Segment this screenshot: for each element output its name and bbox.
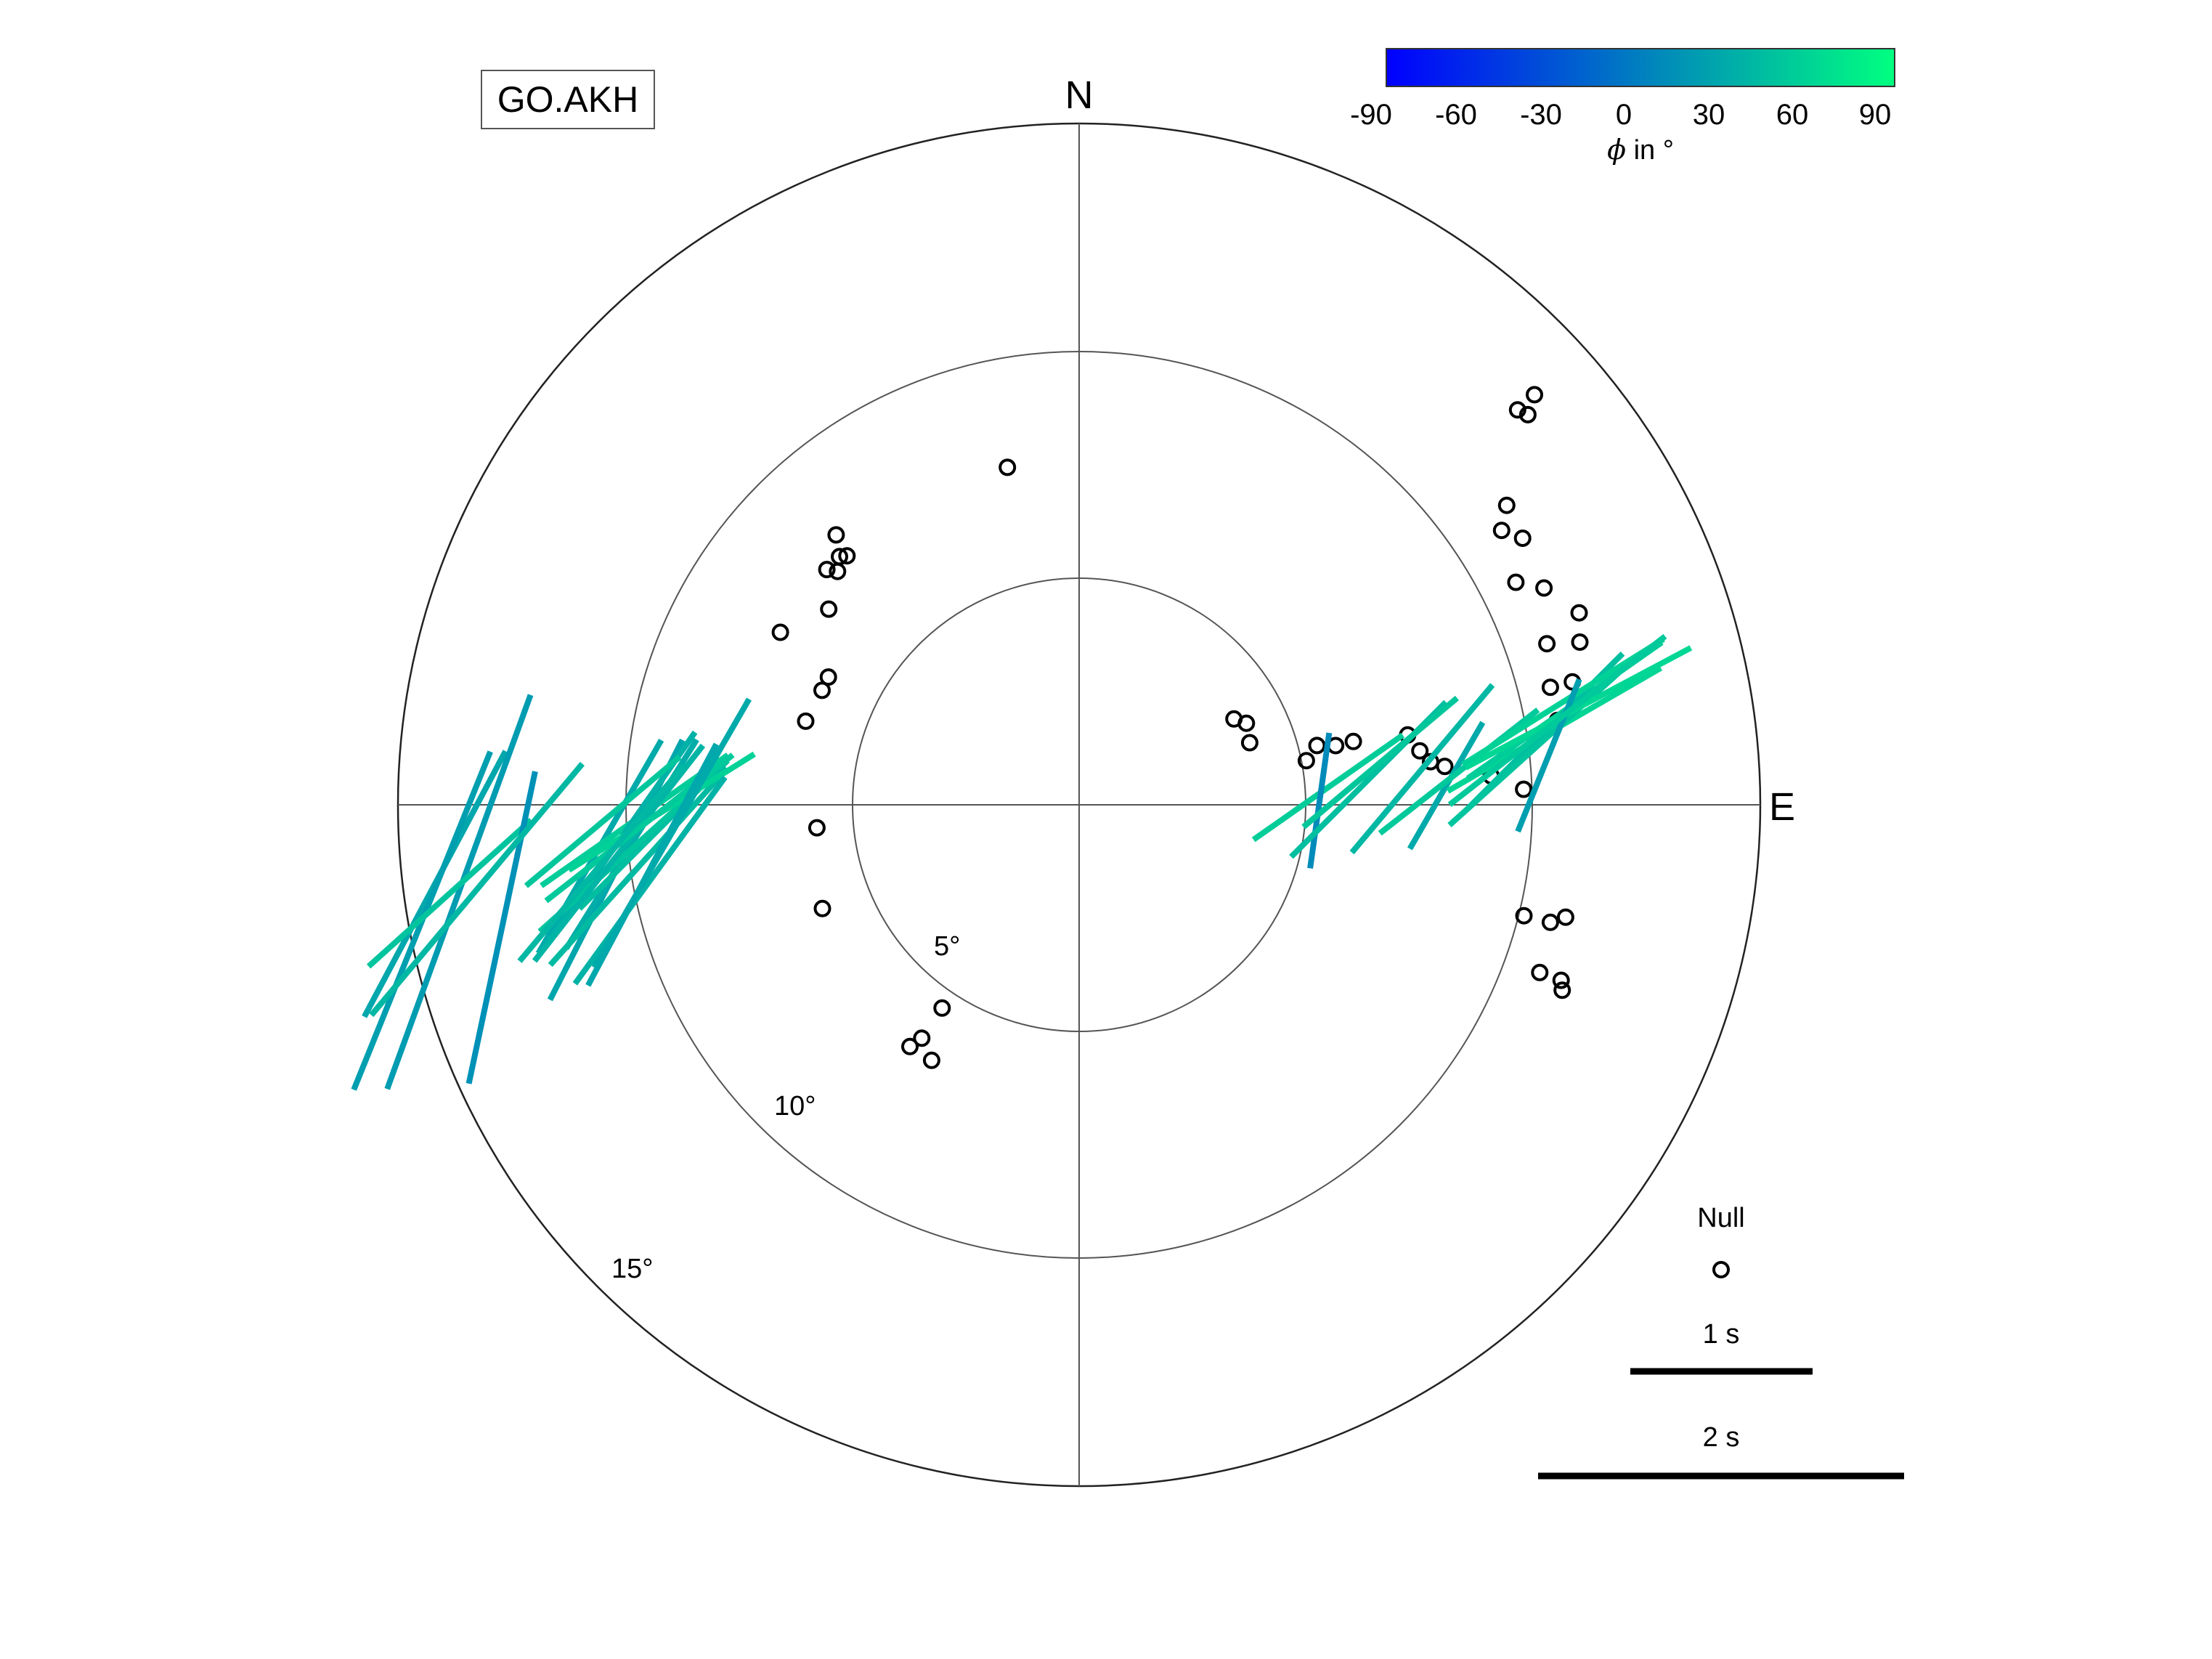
null-marker — [813, 681, 831, 699]
null-marker — [813, 899, 831, 917]
null-marker — [829, 562, 847, 580]
null-marker — [1411, 742, 1429, 760]
null-marker — [1497, 496, 1516, 514]
null-marker — [1513, 530, 1532, 547]
station-label: GO.AKH — [481, 70, 655, 129]
null-marker — [818, 561, 836, 579]
null-marker — [922, 1051, 940, 1069]
split-bar — [532, 743, 706, 963]
null-marker — [1297, 752, 1315, 770]
null-marker — [1541, 678, 1559, 697]
colorbar-tick: 90 — [1858, 99, 1892, 131]
split-bar — [1301, 695, 1459, 830]
null-marker — [913, 1029, 931, 1047]
null-marker — [1492, 522, 1510, 540]
null-marker — [1571, 633, 1589, 651]
split-bar — [517, 763, 686, 963]
colorbar-tick: 60 — [1776, 99, 1809, 131]
split-bar — [1349, 683, 1495, 855]
legend-scale-2s-label: 2 s — [1702, 1422, 1740, 1453]
null-marker — [808, 819, 826, 837]
null-marker — [1515, 906, 1533, 925]
null-marker — [1535, 579, 1553, 597]
colorbar-label: ϕ in ° — [1607, 134, 1674, 166]
null-marker — [1538, 635, 1556, 653]
split-bar — [366, 818, 534, 969]
null-marker — [1240, 734, 1259, 752]
split-bar — [1407, 721, 1486, 851]
split-bar — [572, 775, 728, 986]
null-marker — [1308, 737, 1326, 755]
legend-null-label: Null — [1697, 1203, 1745, 1233]
split-bar — [465, 771, 538, 1084]
split-bar — [1378, 707, 1540, 836]
null-marker — [771, 623, 789, 641]
split-bar — [548, 766, 730, 968]
null-marker — [1344, 732, 1362, 750]
phi-symbol: ϕ — [1607, 134, 1627, 166]
ring-label-5deg: 5° — [934, 931, 961, 962]
null-marker — [1553, 981, 1571, 999]
split-bar — [1447, 633, 1667, 807]
null-marker — [1515, 780, 1533, 798]
split-bar — [591, 697, 752, 969]
colorbar-tick: 0 — [1615, 99, 1632, 131]
null-marker — [1541, 913, 1559, 931]
split-bar — [1307, 732, 1333, 869]
split-bar — [384, 694, 534, 1090]
null-marker — [1518, 405, 1537, 423]
null-marker — [819, 668, 837, 686]
colorbar-label-text: in ° — [1626, 135, 1674, 166]
null-marker — [1556, 908, 1574, 926]
split-bar — [1515, 678, 1582, 833]
ring-label-15deg: 15° — [611, 1254, 654, 1284]
null-marker — [901, 1037, 919, 1055]
null-marker — [1507, 573, 1525, 591]
null-marker — [1237, 714, 1256, 732]
colorbar — [1386, 48, 1895, 87]
null-marker — [797, 712, 815, 730]
null-marker — [999, 458, 1017, 476]
null-marker — [1531, 963, 1549, 981]
null-marker — [1570, 604, 1588, 622]
null-marker — [838, 547, 856, 565]
colorbar-tick: -90 — [1350, 99, 1392, 131]
split-measurements — [351, 633, 1693, 1091]
legend-scale-1s-label: 1 s — [1702, 1319, 1740, 1350]
split-bar — [1251, 732, 1404, 843]
null-marker — [933, 999, 951, 1017]
north-label: N — [1065, 73, 1094, 117]
east-label: E — [1769, 785, 1796, 829]
colorbar-tick: -60 — [1435, 99, 1477, 131]
null-marker — [1526, 386, 1543, 404]
null-marker — [1508, 401, 1526, 419]
null-marker — [827, 526, 845, 544]
null-marker — [820, 600, 838, 618]
split-bar — [369, 761, 585, 1018]
null-marker — [1552, 971, 1570, 989]
split-bar — [524, 755, 682, 888]
null-measurements — [771, 386, 1589, 1069]
colorbar-tick: -30 — [1520, 99, 1562, 131]
null-marker — [1436, 758, 1454, 776]
ring-label-10deg: 10° — [774, 1091, 816, 1121]
colorbar-tick: 30 — [1692, 99, 1725, 131]
legend-null-marker — [1712, 1261, 1730, 1278]
